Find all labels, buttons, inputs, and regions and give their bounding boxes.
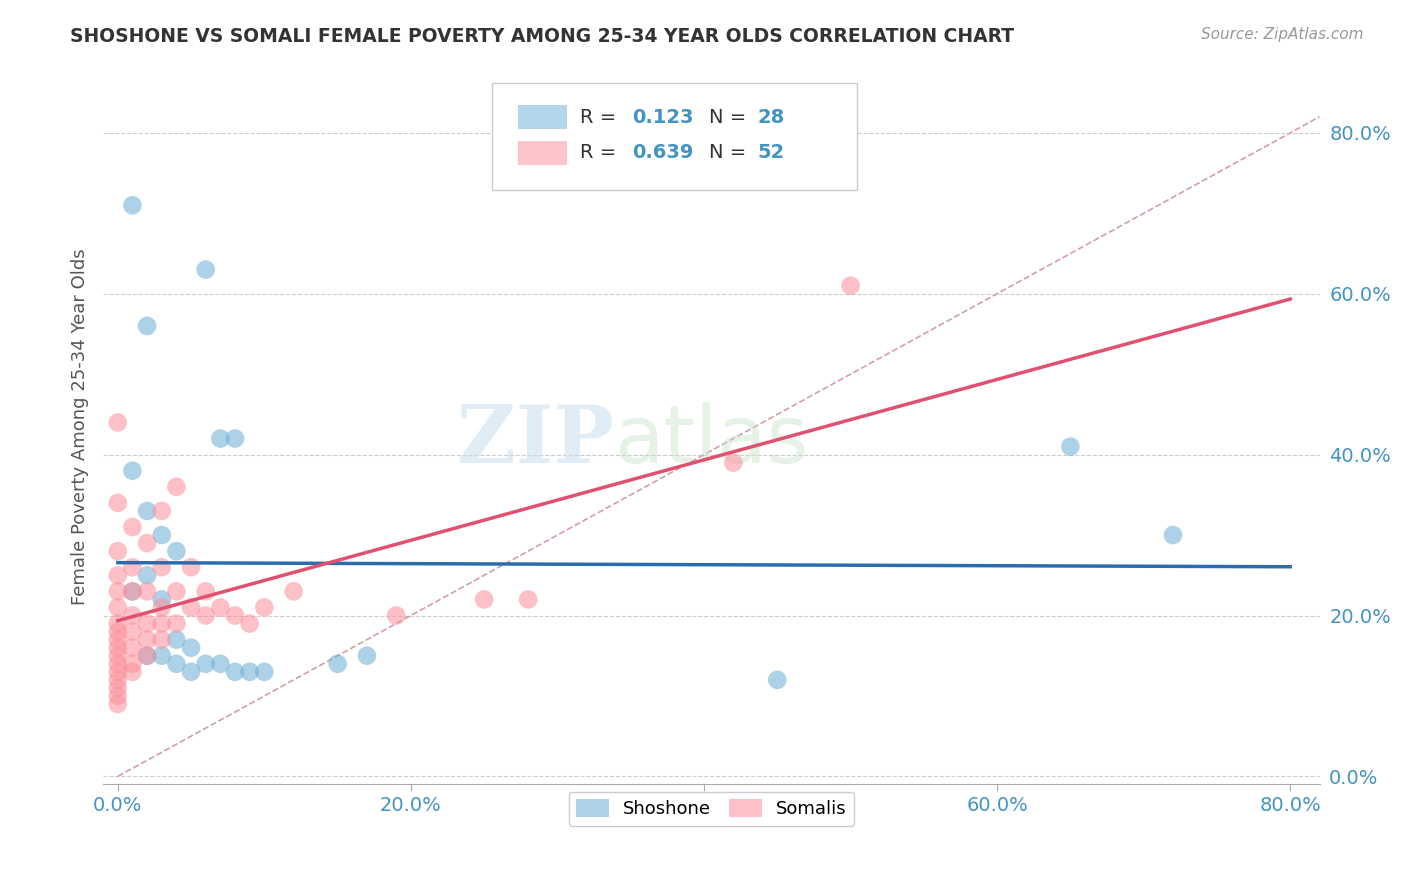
Text: 28: 28 — [758, 108, 785, 127]
Point — [150, 528, 173, 542]
Point — [150, 504, 173, 518]
Point — [136, 504, 159, 518]
Point — [180, 560, 202, 574]
Point — [107, 496, 129, 510]
Point — [107, 624, 129, 639]
FancyBboxPatch shape — [517, 141, 567, 165]
Point — [356, 648, 378, 663]
Point — [107, 600, 129, 615]
Point — [283, 584, 305, 599]
Text: N =: N = — [709, 108, 752, 127]
Point — [107, 584, 129, 599]
Point — [180, 640, 202, 655]
Point — [165, 632, 187, 647]
Point — [253, 600, 276, 615]
Point — [150, 560, 173, 574]
Text: 52: 52 — [758, 144, 785, 162]
Point — [150, 632, 173, 647]
Point — [136, 536, 159, 550]
Point — [107, 689, 129, 703]
Text: SHOSHONE VS SOMALI FEMALE POVERTY AMONG 25-34 YEAR OLDS CORRELATION CHART: SHOSHONE VS SOMALI FEMALE POVERTY AMONG … — [70, 27, 1014, 45]
Point — [107, 416, 129, 430]
Point — [136, 648, 159, 663]
Point — [1161, 528, 1184, 542]
Point — [136, 318, 159, 333]
Point — [472, 592, 495, 607]
Point — [121, 584, 143, 599]
Point — [209, 657, 232, 671]
Point — [517, 592, 540, 607]
Point — [839, 278, 862, 293]
Text: Source: ZipAtlas.com: Source: ZipAtlas.com — [1201, 27, 1364, 42]
Point — [136, 616, 159, 631]
Point — [165, 544, 187, 558]
Point — [209, 600, 232, 615]
Point — [121, 608, 143, 623]
Point — [136, 632, 159, 647]
Text: atlas: atlas — [614, 401, 808, 480]
Point — [150, 592, 173, 607]
Text: N =: N = — [709, 144, 752, 162]
Point — [239, 616, 262, 631]
Point — [107, 657, 129, 671]
Point — [165, 657, 187, 671]
Point — [107, 568, 129, 582]
Point — [165, 480, 187, 494]
Point — [165, 584, 187, 599]
Point — [136, 584, 159, 599]
Point — [194, 262, 217, 277]
Point — [136, 648, 159, 663]
Point — [121, 198, 143, 212]
Point — [150, 616, 173, 631]
Point — [209, 432, 232, 446]
Point — [121, 640, 143, 655]
Point — [253, 665, 276, 679]
Point — [107, 648, 129, 663]
Point — [107, 640, 129, 655]
Point — [136, 568, 159, 582]
Text: 0.639: 0.639 — [633, 144, 693, 162]
Point — [165, 616, 187, 631]
Text: R =: R = — [579, 108, 623, 127]
Point — [121, 665, 143, 679]
Point — [121, 584, 143, 599]
Point — [326, 657, 349, 671]
Point — [194, 657, 217, 671]
Point — [180, 600, 202, 615]
Point — [107, 632, 129, 647]
Point — [121, 464, 143, 478]
Point — [121, 624, 143, 639]
Point — [385, 608, 408, 623]
Point — [121, 657, 143, 671]
Point — [107, 681, 129, 695]
Point — [723, 456, 745, 470]
Y-axis label: Female Poverty Among 25-34 Year Olds: Female Poverty Among 25-34 Year Olds — [72, 248, 89, 605]
FancyBboxPatch shape — [517, 105, 567, 129]
Point — [180, 665, 202, 679]
Point — [107, 697, 129, 711]
Point — [224, 665, 246, 679]
Text: R =: R = — [579, 144, 623, 162]
Point — [194, 608, 217, 623]
Text: 0.123: 0.123 — [633, 108, 693, 127]
Point — [194, 584, 217, 599]
Legend: Shoshone, Somalis: Shoshone, Somalis — [569, 792, 853, 825]
Text: ZIP: ZIP — [457, 401, 614, 480]
FancyBboxPatch shape — [492, 83, 858, 190]
Point — [150, 648, 173, 663]
Point — [224, 608, 246, 623]
Point — [224, 432, 246, 446]
Point — [107, 665, 129, 679]
Point — [239, 665, 262, 679]
Point — [121, 520, 143, 534]
Point — [107, 616, 129, 631]
Point — [150, 600, 173, 615]
Point — [1059, 440, 1081, 454]
Point — [766, 673, 789, 687]
Point — [121, 560, 143, 574]
Point — [107, 544, 129, 558]
Point — [107, 673, 129, 687]
